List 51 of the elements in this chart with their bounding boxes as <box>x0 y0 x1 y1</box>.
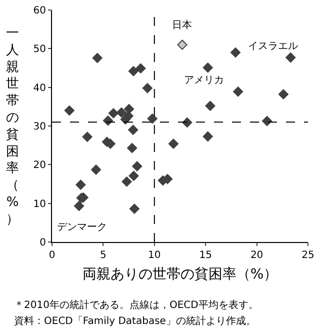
point <box>168 138 178 149</box>
point <box>262 116 272 126</box>
y-tick-label: 20 <box>33 160 46 172</box>
point <box>182 117 192 128</box>
point <box>82 132 92 142</box>
y-tick-label: 0 <box>40 238 46 248</box>
point <box>127 142 138 154</box>
point <box>202 131 213 142</box>
point <box>177 40 188 50</box>
text: 一人親世帯の貧困率（%） <box>6 26 19 227</box>
x-tick-label: 20 <box>250 250 264 261</box>
text: ＊2010年の統計である。点線は，OECD平均を表す。 <box>14 299 258 311</box>
x-tick-label: 5 <box>100 250 106 261</box>
annotation: アメリカ <box>184 75 224 86</box>
point <box>230 47 241 58</box>
point <box>74 200 84 212</box>
y-tick-label: 50 <box>33 44 46 56</box>
x-tick-label: 10 <box>148 250 161 261</box>
point <box>76 180 86 190</box>
text: 資料：OECD「Family Database」の統計より作成。 <box>14 315 256 327</box>
x-tick-label: 0 <box>48 250 56 261</box>
point <box>108 108 118 118</box>
point <box>286 52 296 63</box>
point <box>128 124 138 135</box>
point <box>64 105 74 116</box>
x-axis-title: 両親ありの世帯の貧困率（%） <box>82 266 278 282</box>
annotation: デンマーク <box>57 222 107 233</box>
point <box>136 63 146 74</box>
point <box>128 170 139 181</box>
x-tick-label: 25 <box>302 250 314 261</box>
point <box>202 62 213 73</box>
point <box>122 176 132 187</box>
point <box>142 83 152 94</box>
point <box>147 114 158 124</box>
y-tick-label: 10 <box>33 198 46 210</box>
point <box>90 164 102 175</box>
x-tick-label: 15 <box>199 250 212 261</box>
point <box>128 66 138 76</box>
point <box>278 89 288 100</box>
point <box>129 204 140 214</box>
point <box>233 86 244 97</box>
y-tick-label: 60 <box>33 6 46 16</box>
point <box>92 52 102 63</box>
y-tick-label: 40 <box>33 82 46 94</box>
point <box>205 100 216 111</box>
point <box>124 104 134 114</box>
annotation: 日本 <box>172 19 192 31</box>
y-tick-label: 30 <box>33 122 46 132</box>
annotation: イスラエル <box>248 41 298 52</box>
point <box>132 161 142 172</box>
point <box>116 107 126 118</box>
